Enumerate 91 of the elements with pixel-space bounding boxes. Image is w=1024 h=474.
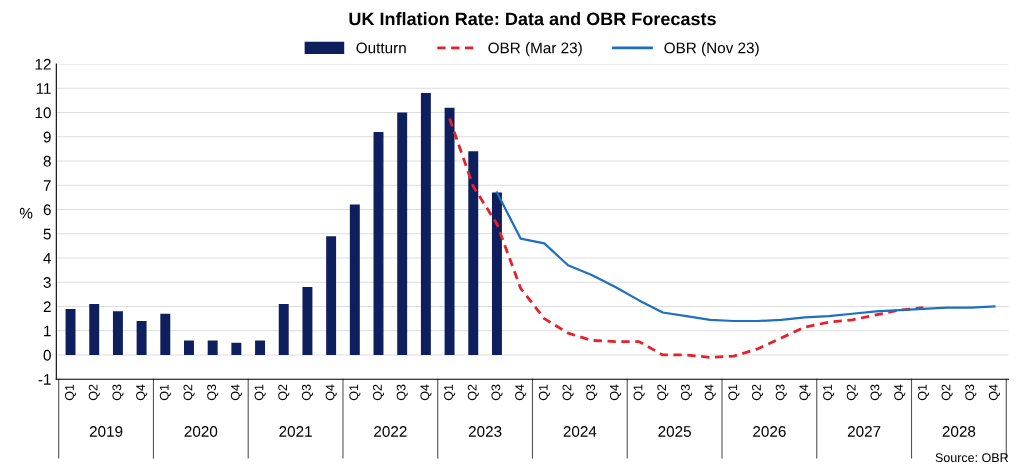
x-tick-label: Q4 <box>894 384 906 401</box>
text: 2027 <box>847 426 881 437</box>
x-tick-label: Q3 <box>965 384 977 401</box>
x-tick-label: Q2 <box>846 384 858 401</box>
bar <box>89 304 100 355</box>
bar <box>65 308 76 355</box>
y-tick-label: 3 <box>43 277 51 288</box>
bar <box>184 340 194 355</box>
bar <box>231 342 242 355</box>
bar <box>349 204 360 355</box>
x-tick-label: Q2 <box>752 384 764 401</box>
y-tick-label: 4 <box>43 252 52 264</box>
x-tick-label: Q1 <box>254 384 266 401</box>
bar <box>160 313 171 355</box>
y-tick-label: 5 <box>43 228 51 240</box>
bar <box>136 321 147 355</box>
y-tick-label: 10 <box>35 107 51 119</box>
text: 2023 <box>468 426 502 437</box>
x-tick-label: Q4 <box>988 384 1001 401</box>
source-note: Source: OBR <box>935 453 1009 463</box>
x-tick-label: Q1 <box>633 384 645 401</box>
text: 2028 <box>942 426 976 437</box>
bar <box>255 340 266 355</box>
x-tick-label: Q3 <box>491 384 503 401</box>
x-tick-label: Q4 <box>704 384 716 401</box>
x-tick-label: Q2 <box>88 384 100 401</box>
x-tick-label: Q3 <box>870 384 882 401</box>
x-tick-label: Q2 <box>562 384 574 401</box>
line-series <box>448 117 925 359</box>
y-tick-label: 7 <box>43 180 51 191</box>
x-tick-label: Q1 <box>823 384 835 401</box>
bar <box>468 151 479 355</box>
chart-title: UK Inflation Rate: Data and OBR Forecasts <box>349 12 716 26</box>
x-tick-label: Q3 <box>680 384 693 401</box>
y-tick-label: 6 <box>43 204 51 216</box>
bar <box>397 112 408 355</box>
legend-label: Outturn <box>356 42 406 54</box>
x-tick-label: Q3 <box>301 384 314 401</box>
x-tick-label: Q4 <box>230 384 242 401</box>
x-tick-label: Q1 <box>159 384 171 401</box>
y-tick-label: 0 <box>43 349 51 361</box>
x-tick-label: Q2 <box>467 384 479 401</box>
text: 2019 <box>89 426 123 437</box>
y-tick-label: 12 <box>35 58 51 70</box>
x-tick-label: Q4 <box>799 384 811 401</box>
bar <box>207 340 218 355</box>
x-tick-label: Q2 <box>183 384 195 401</box>
x-tick-label: Q2 <box>278 384 290 401</box>
text: 2024 <box>563 426 597 437</box>
legend-label: OBR (Mar 23) <box>488 42 582 57</box>
x-tick-label: Q4 <box>609 384 621 401</box>
legend-label: OBR (Nov 23) <box>664 42 759 57</box>
bar <box>444 107 455 355</box>
x-tick-label: Q3 <box>112 384 124 401</box>
text: 2021 <box>279 426 312 437</box>
y-tick-label: 8 <box>43 155 51 167</box>
text: 2020 <box>184 426 218 437</box>
x-tick-label: Q2 <box>941 384 953 401</box>
line-series <box>495 191 996 323</box>
x-tick-label: Q3 <box>396 384 408 401</box>
bar <box>420 93 431 355</box>
y-tick-label: -1 <box>38 374 51 385</box>
x-tick-label: Q1 <box>349 384 361 401</box>
x-tick-label: Q4 <box>515 384 527 401</box>
y-tick-label: 2 <box>43 301 51 312</box>
bar <box>373 131 384 355</box>
y-tick-label: 1 <box>44 325 51 337</box>
text: 2026 <box>753 426 786 437</box>
y-tick-label: 11 <box>36 83 51 94</box>
text: 2022 <box>374 426 407 437</box>
text: 2025 <box>658 426 691 437</box>
x-tick-label: Q4 <box>136 384 148 401</box>
x-tick-label: Q1 <box>538 384 550 401</box>
x-tick-label: Q4 <box>325 384 337 401</box>
x-tick-label: Q1 <box>65 384 77 401</box>
x-tick-label: Q1 <box>444 384 456 401</box>
x-tick-label: Q1 <box>728 384 740 401</box>
x-tick-label: Q3 <box>586 384 598 401</box>
x-tick-label: Q1 <box>917 384 929 401</box>
x-tick-label: Q4 <box>420 384 432 401</box>
y-tick-label: 9 <box>43 131 51 143</box>
bar <box>278 304 289 355</box>
x-tick-label: Q3 <box>207 384 219 401</box>
x-tick-label: Q2 <box>657 384 669 401</box>
x-tick-label: Q3 <box>775 384 787 401</box>
bar <box>112 311 123 355</box>
bar <box>326 236 337 355</box>
bar <box>302 287 313 355</box>
bar <box>491 192 502 355</box>
x-tick-label: Q2 <box>373 384 385 401</box>
y-axis-title: % <box>19 207 33 219</box>
